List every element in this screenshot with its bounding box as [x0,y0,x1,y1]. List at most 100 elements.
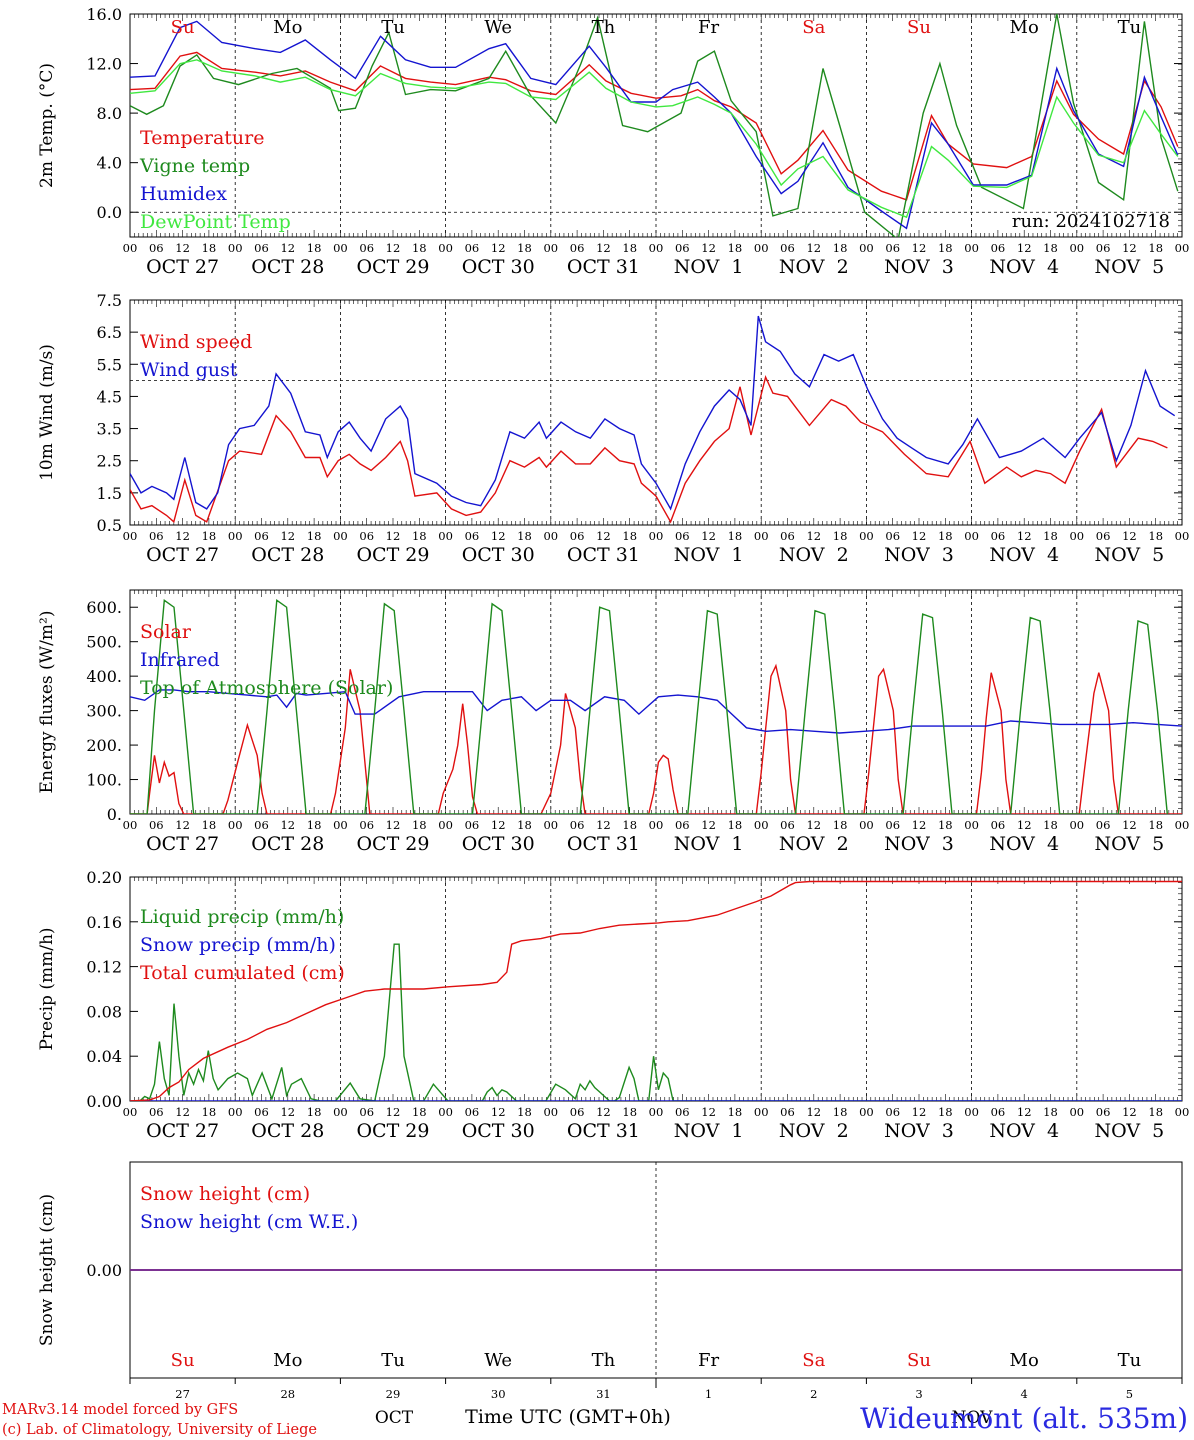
day-number-label: 2 [810,1387,817,1401]
series-line-total-cumulated-cm [130,880,1182,1101]
day-label: NOV 2 [779,544,849,566]
day-label: NOV 2 [779,833,849,855]
hour-tick-label: 00 [1069,1105,1084,1119]
hour-tick-label: 12 [1017,818,1032,832]
hour-tick-label: 00 [228,1105,243,1119]
hour-tick-label: 18 [728,241,743,255]
hour-tick-label: 00 [333,818,348,832]
weekday-label: Su [171,17,195,38]
panel-temperature: 00 06 12 18 00 06 12 18 00 06 12 18 00 06 12 18 00 06 12 18… [37,5,1189,278]
weekday-label: Th [592,1350,616,1371]
y-tick-label: 5.5 [97,355,122,374]
hour-tick-label: 00 [123,529,138,543]
series-line-wind-gust [130,315,1176,511]
series-line-dewpoint-temp [130,59,1179,219]
hour-tick-label: 00 [859,529,874,543]
hour-tick-label: 06 [991,1105,1006,1119]
panel-wind: 00 06 12 18 00 06 12 18 00 06 12 18 00 06 12 18 00 06 12 18… [37,291,1189,566]
day-label: NOV 1 [674,256,744,278]
hour-tick-label: 00 [123,1105,138,1119]
day-label: NOV 5 [1095,833,1165,855]
hour-tick-label: 06 [254,529,269,543]
hour-tick-label: 06 [991,241,1006,255]
hour-tick-label: 18 [307,1105,322,1119]
hour-tick-label: 06 [885,241,900,255]
y-tick-label: 16.0 [86,5,122,24]
y-tick-label: 12.0 [86,55,122,74]
hour-tick-label: 12 [491,241,506,255]
y-tick-label: 4.0 [97,154,122,173]
hour-tick-label: 18 [412,1105,427,1119]
hour-tick-label: 18 [938,241,953,255]
day-label: OCT 28 [251,833,324,855]
day-label: NOV 4 [989,833,1059,855]
hour-tick-label: 06 [885,818,900,832]
hour-tick-label: 00 [964,529,979,543]
hour-tick-label: 06 [885,529,900,543]
day-number-label: 5 [1126,1387,1133,1401]
hour-tick-label: 12 [806,529,821,543]
hour-tick-label: 18 [202,529,217,543]
y-axis-label: 10m Wind (m/s) [37,344,57,481]
hour-tick-label: 12 [175,529,190,543]
day-number-label: 4 [1021,1387,1028,1401]
hour-tick-label: 18 [833,241,848,255]
hour-tick-label: 12 [386,1105,401,1119]
hour-tick-label: 18 [202,818,217,832]
hour-tick-label: 06 [254,818,269,832]
hour-tick-label: 00 [1175,529,1190,543]
hour-tick-label: 06 [885,1105,900,1119]
day-number-label: 1 [705,1387,712,1401]
hour-tick-label: 00 [543,1105,558,1119]
y-tick-label: 0.08 [86,1002,122,1021]
day-label: OCT 29 [356,544,429,566]
series-line-temperature [130,51,1179,201]
legend-entry: Vigne temp [139,155,250,177]
hour-tick-label: 12 [912,818,927,832]
legend-entry: Snow height (cm W.E.) [140,1211,358,1233]
day-label: NOV 1 [674,833,744,855]
hour-tick-label: 18 [1043,529,1058,543]
y-tick-label: 8.0 [97,104,122,123]
hour-tick-label: 06 [149,241,164,255]
day-label: OCT 31 [567,256,640,278]
day-label: OCT 31 [567,1120,640,1142]
series-line-wind-speed [130,374,1168,524]
legend-entry: Infrared [140,649,220,671]
month-label: NOV [952,1408,994,1428]
y-tick-label: 300. [86,702,122,721]
day-label: NOV 5 [1095,1120,1165,1142]
y-tick-label: 2.5 [97,452,122,471]
hour-tick-label: 18 [1043,1105,1058,1119]
series-line-liquid-precip-mm-h [130,943,1182,1101]
hour-tick-label: 06 [675,241,690,255]
hour-tick-label: 12 [280,241,295,255]
hour-tick-label: 00 [123,818,138,832]
hour-tick-label: 18 [938,1105,953,1119]
hour-tick-label: 18 [1148,1105,1163,1119]
weekday-label: We [484,1350,512,1371]
hour-tick-label: 12 [1017,241,1032,255]
station-name: Wideumont (alt. 535m) [860,1402,1188,1435]
hour-tick-label: 06 [780,1105,795,1119]
day-label: NOV 3 [884,256,954,278]
day-label: NOV 2 [779,1120,849,1142]
day-label: NOV 4 [989,1120,1059,1142]
legend-entry: Temperature [140,127,264,149]
hour-tick-label: 12 [280,529,295,543]
day-label: NOV 5 [1095,544,1165,566]
hour-tick-label: 12 [491,818,506,832]
y-tick-label: 6.5 [97,323,122,342]
hour-tick-label: 00 [333,529,348,543]
y-axis-label: 2m Temp. (°C) [37,63,57,188]
y-tick-label: 0.00 [86,1261,122,1280]
series-line-top-of-atmosphere-solar [130,599,1168,814]
hour-tick-label: 00 [754,529,769,543]
weekday-label: Su [907,17,931,38]
hour-tick-label: 12 [701,241,716,255]
y-tick-label: 0.00 [86,1092,122,1111]
hour-tick-label: 18 [728,529,743,543]
day-label: OCT 28 [251,1120,324,1142]
day-label: OCT 29 [356,833,429,855]
hour-tick-label: 18 [1043,818,1058,832]
